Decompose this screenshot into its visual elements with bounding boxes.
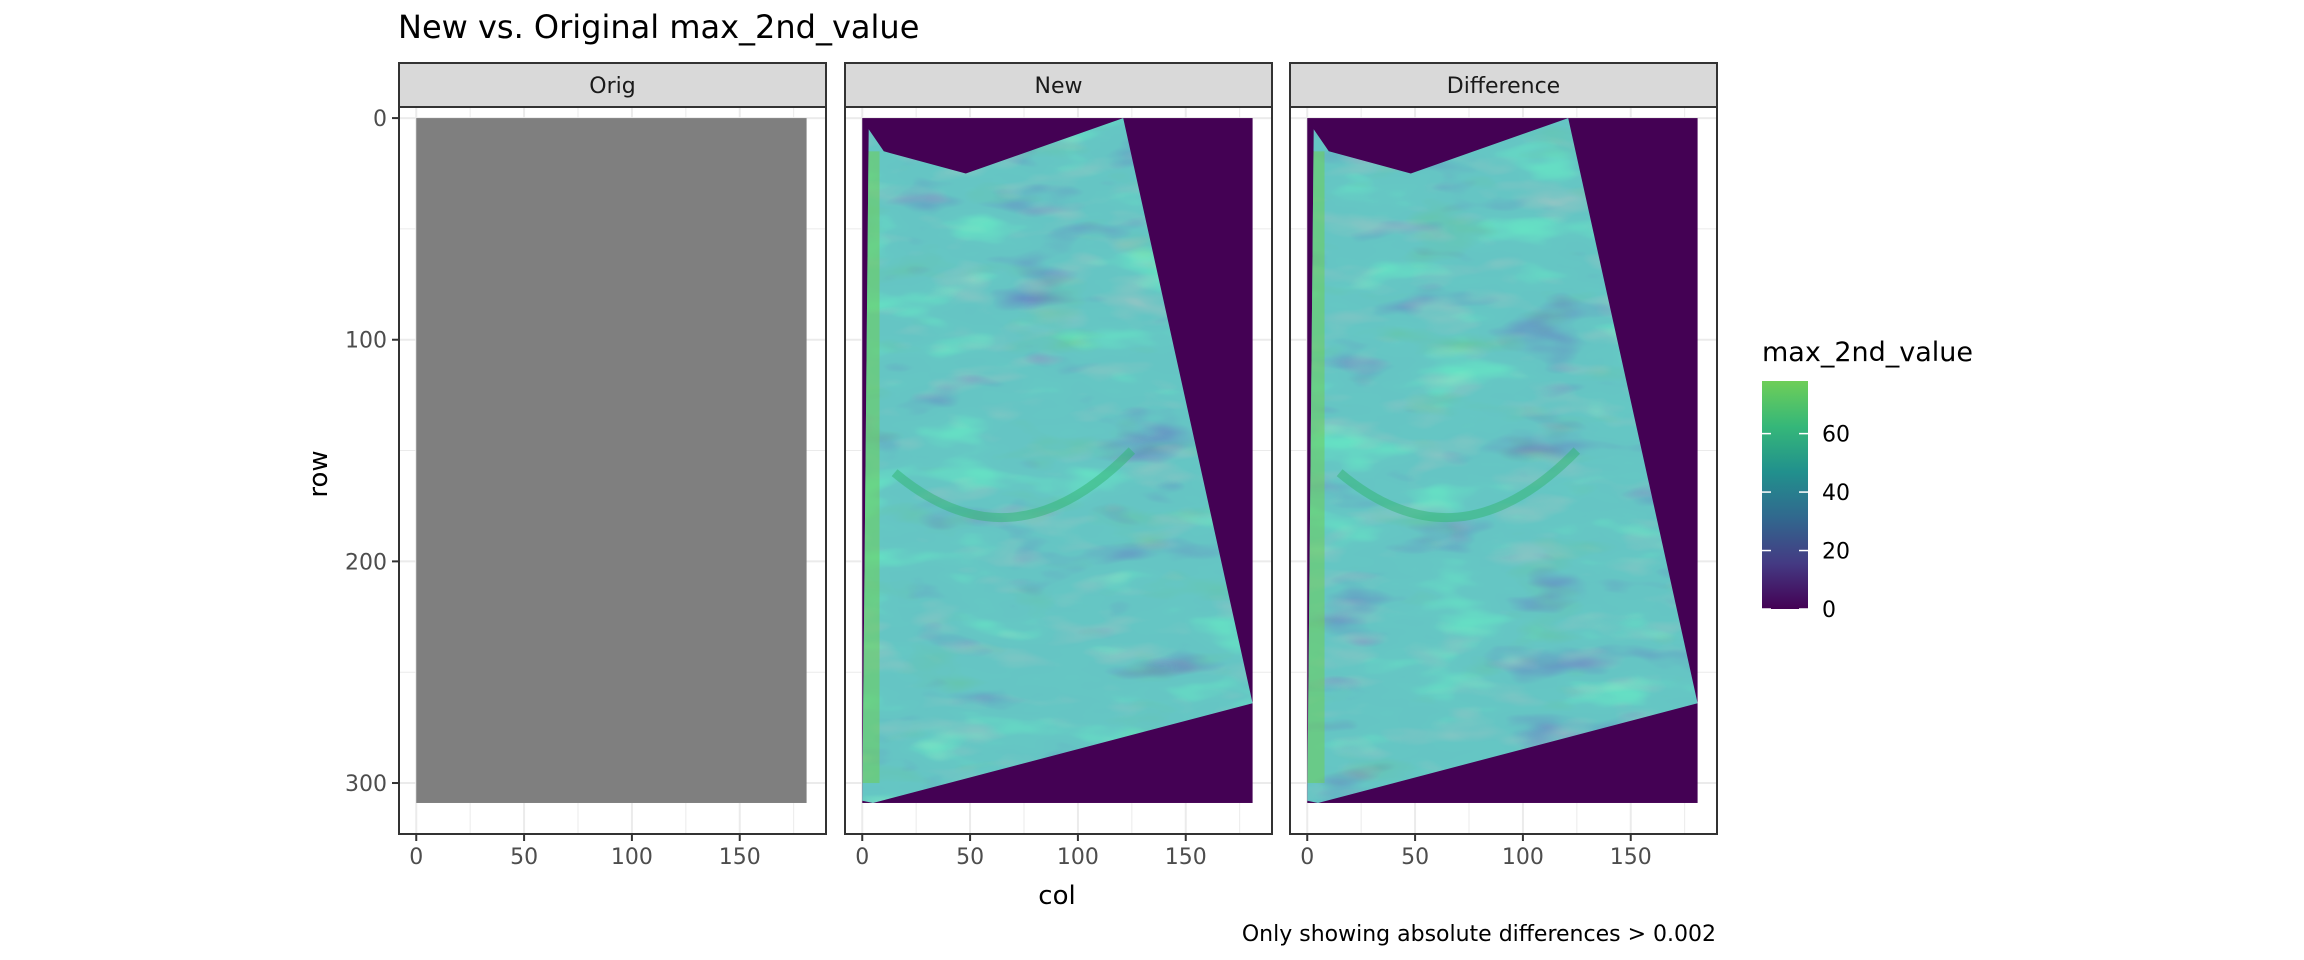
y-tick-label: 200 — [345, 550, 387, 575]
facet-panels: Orig 0 50 100 150 New 0 50 100 150 Difference 0 50 10… — [398, 62, 1718, 870]
legend-tick-label: 20 — [1822, 540, 1850, 565]
panel-border — [1289, 106, 1718, 835]
chart-title: New vs. Original max_2nd_value — [398, 8, 919, 46]
legend-ticks: 0 20 40 60 — [1762, 423, 1850, 623]
y-axis-label: row — [304, 450, 334, 497]
y-tick-label: 0 — [373, 107, 387, 132]
x-tick-label: 100 — [1502, 845, 1544, 870]
x-tick-label: 150 — [1610, 845, 1652, 870]
x-tick-label: 50 — [510, 845, 538, 870]
legend: max_2nd_value 0 20 40 60 — [1762, 337, 1973, 623]
x-tick-label: 50 — [1401, 845, 1429, 870]
x-axis-label: col — [1038, 881, 1075, 911]
field-channel — [891, 447, 1136, 523]
facet-strip-label: Orig — [589, 74, 635, 99]
x-tick-label: 150 — [719, 845, 761, 870]
legend-colorbar — [1762, 381, 1808, 609]
facet-panel: Difference 0 50 100 150 — [1289, 62, 1718, 870]
facet-panel: New 0 50 100 150 — [844, 62, 1273, 870]
facet-strip-label: New — [1035, 74, 1083, 99]
chart-caption: Only showing absolute differences > 0.00… — [1242, 922, 1716, 947]
legend-tick-label: 40 — [1822, 481, 1850, 506]
facet-panel: Orig 0 50 100 150 — [398, 62, 827, 870]
legend-tick-label: 0 — [1822, 598, 1836, 623]
x-tick-label: 100 — [611, 845, 653, 870]
field-channel — [1336, 447, 1581, 523]
legend-title: max_2nd_value — [1762, 337, 1973, 368]
facet-strip-label: Difference — [1447, 74, 1560, 99]
x-tick-label: 0 — [855, 845, 869, 870]
panel-border — [844, 106, 1273, 835]
x-tick-label: 50 — [956, 845, 984, 870]
legend-tick-label: 60 — [1822, 423, 1850, 448]
raster-tile — [416, 118, 807, 803]
facet-strip — [844, 62, 1273, 108]
facet-strip — [398, 62, 827, 108]
y-tick-label: 300 — [345, 772, 387, 797]
x-tick-label: 100 — [1057, 845, 1099, 870]
panel-border — [398, 106, 827, 835]
y-axis: 0 100 200 300 — [345, 107, 399, 797]
x-tick-label: 150 — [1165, 845, 1207, 870]
field-region — [862, 118, 1253, 803]
y-tick-label: 100 — [345, 329, 387, 354]
x-tick-label: 0 — [1300, 845, 1314, 870]
x-tick-label: 0 — [409, 845, 423, 870]
